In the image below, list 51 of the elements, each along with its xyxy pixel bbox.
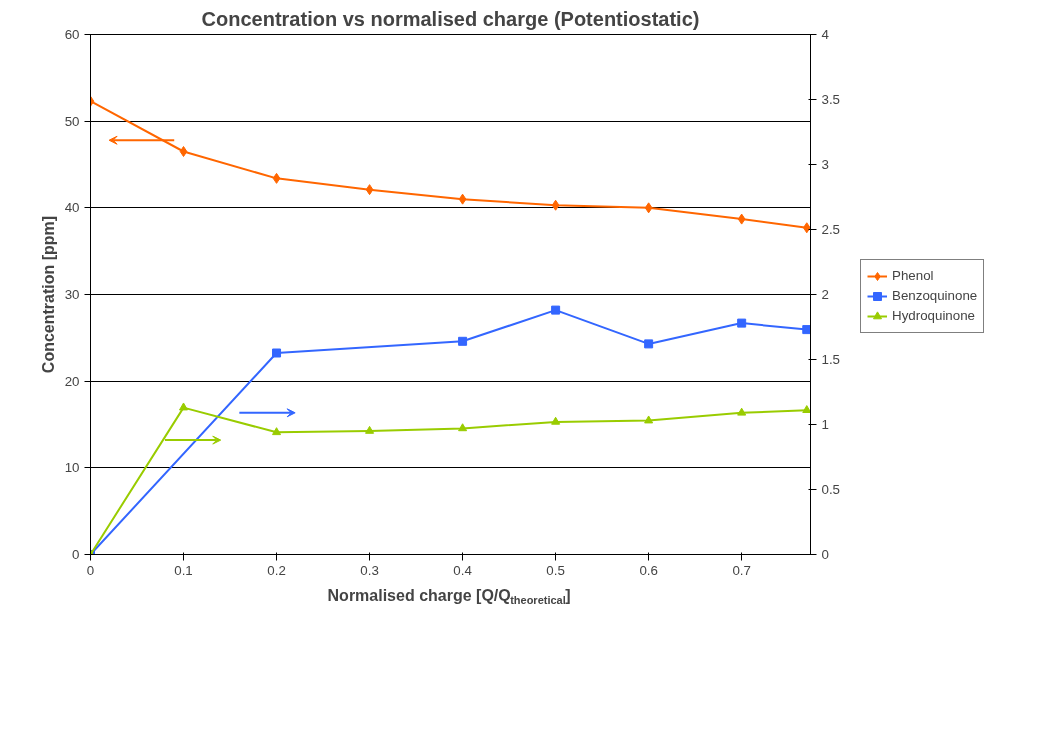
y-tick-label: 0 <box>72 547 80 562</box>
y2-tick-label: 0 <box>821 547 829 562</box>
point <box>458 336 468 346</box>
point <box>272 172 281 184</box>
x-tick-label: 0.1 <box>174 562 193 578</box>
legend-label: Hydroquinone <box>892 308 975 323</box>
point <box>737 213 746 225</box>
point <box>458 193 467 205</box>
point <box>802 325 811 335</box>
point <box>644 339 654 349</box>
x-tick-label: 0 <box>86 562 95 578</box>
x-tick-label: 0.2 <box>267 562 286 578</box>
y-tick-label: 50 <box>64 113 80 129</box>
point <box>551 305 561 315</box>
x-tick-label: 0.4 <box>453 562 473 578</box>
point <box>737 318 747 328</box>
point <box>365 184 374 196</box>
y2-tick-label: 2 <box>821 287 829 302</box>
y2-tick-label: 4 <box>821 27 830 42</box>
point <box>179 402 189 411</box>
y2-tick-label: 1 <box>821 417 829 432</box>
x-tick-label: 0.3 <box>360 562 379 578</box>
point <box>551 199 560 211</box>
point <box>272 348 282 358</box>
y2-tick-label: 3.5 <box>821 92 841 107</box>
y2-tick-label: 0.5 <box>821 482 841 497</box>
y-tick-label: 40 <box>64 200 80 216</box>
y-tick-label: 30 <box>64 287 80 302</box>
x-tick-label: 0.5 <box>546 562 565 578</box>
point <box>458 423 468 432</box>
point <box>802 222 811 234</box>
point <box>737 407 747 416</box>
point <box>365 425 375 434</box>
point <box>179 146 188 157</box>
chart-title: Concentration vs normalised charge (Potentiostatic) <box>201 7 700 30</box>
legend-label: Benzoquinone <box>892 288 978 303</box>
y2-tick-label: 2.5 <box>821 222 841 237</box>
x-tick-label: 0.7 <box>732 562 751 578</box>
point <box>551 416 561 425</box>
y2-tick-label: 1.5 <box>821 352 841 367</box>
y-tick-label: 10 <box>64 460 80 476</box>
point <box>802 405 811 414</box>
legend-label: Phenol <box>892 268 934 283</box>
y-tick-label: 60 <box>64 27 80 42</box>
y-axis-title: Concentration [ppm] <box>39 215 57 374</box>
y-tick-label: 20 <box>64 373 80 389</box>
x-tick-label: 0.6 <box>639 562 658 578</box>
y2-tick-label: 3 <box>821 157 829 172</box>
point <box>272 427 282 436</box>
point <box>644 415 654 424</box>
point <box>644 202 653 214</box>
